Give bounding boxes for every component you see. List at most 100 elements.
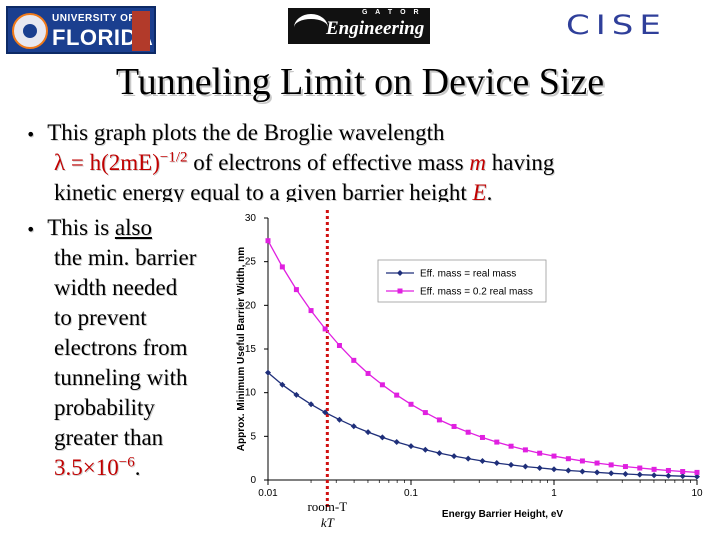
uf-tower-icon <box>132 11 150 51</box>
legend-marker <box>397 288 403 294</box>
data-point <box>293 391 300 398</box>
bullet-2-line7: probability <box>54 395 155 420</box>
data-point <box>508 461 515 468</box>
data-point <box>622 470 629 477</box>
bullet-2-line2: the min. barrier <box>54 245 197 270</box>
data-point <box>479 434 485 440</box>
legend-label: Eff. mass = 0.2 real mass <box>420 287 533 298</box>
data-point <box>322 409 329 416</box>
data-point <box>679 473 686 480</box>
x-tick-label: 0.1 <box>404 488 418 499</box>
data-point <box>608 470 615 477</box>
data-point <box>565 467 572 474</box>
data-point <box>465 455 472 462</box>
data-point <box>379 382 385 388</box>
legend-label: Eff. mass = real mass <box>420 269 516 280</box>
data-point <box>680 469 686 475</box>
bullet-1-line1: This graph plots the de Broglie waveleng… <box>47 120 445 145</box>
bullet-2-line8: greater than <box>54 425 164 450</box>
data-point <box>436 450 443 457</box>
data-point <box>422 446 429 453</box>
data-point <box>279 264 285 270</box>
probability-end: . <box>134 455 141 480</box>
data-point <box>579 468 586 475</box>
data-point <box>336 343 342 349</box>
x-axis-title: Energy Barrier Height, eV <box>442 509 563 520</box>
bullet-1-line3-end: . <box>486 180 493 202</box>
bullet-1: • This graph plots the de Broglie wavele… <box>26 118 445 150</box>
data-point <box>451 453 458 460</box>
uf-logo-line1: UNIVERSITY OF <box>52 13 135 24</box>
data-point <box>365 370 371 376</box>
y-tick-label: 15 <box>245 344 257 355</box>
x-tick-label: 1 <box>551 488 557 499</box>
data-point <box>379 434 386 441</box>
data-point <box>694 473 700 480</box>
room-t-label: room-T <box>307 499 347 514</box>
legend-box <box>377 259 547 303</box>
y-tick-label: 20 <box>245 300 257 311</box>
data-point <box>608 462 614 468</box>
mass-symbol: m <box>469 150 487 175</box>
y-tick-label: 30 <box>245 213 257 224</box>
data-point <box>508 443 514 449</box>
formula-exponent: −1/2 <box>159 149 188 166</box>
data-point <box>594 460 600 466</box>
bullet-2: • This is also <box>26 213 152 245</box>
data-point <box>565 456 571 462</box>
data-point <box>394 392 400 398</box>
engineering-logo: G A T O R Engineering <box>288 8 430 44</box>
data-point <box>308 401 315 408</box>
data-point <box>522 463 529 470</box>
data-point <box>365 429 372 436</box>
data-point <box>665 467 671 473</box>
formula-base: λ = h(2mE) <box>54 150 160 175</box>
y-tick-label: 0 <box>250 475 256 486</box>
data-point <box>479 457 486 464</box>
probability-exponent: −6 <box>118 454 135 471</box>
bullet-dot: • <box>26 220 36 239</box>
data-point <box>408 443 414 450</box>
legend-marker <box>397 270 403 276</box>
data-point <box>694 469 700 475</box>
data-point <box>293 287 299 293</box>
data-point <box>322 326 328 332</box>
data-point <box>537 450 543 456</box>
energy-symbol: E <box>472 180 487 202</box>
probability-value: 3.5×10−6 <box>54 455 135 480</box>
bullet-1-line2-mid: of electrons of effective mass <box>187 150 470 175</box>
data-point <box>594 469 601 476</box>
data-point <box>451 423 457 429</box>
probability-base: 3.5×10 <box>54 455 119 480</box>
chart-svg: 0 5 10 15 20 25 30 0.01 0.1 1 10 Energy Barrier Hei… <box>236 210 703 530</box>
data-point <box>551 453 557 459</box>
data-point <box>637 465 643 471</box>
uf-seal-icon <box>12 13 48 49</box>
bullet-1-line2: λ = h(2mE)−1/2 of electrons of effective… <box>54 148 554 178</box>
also-word: also <box>114 215 152 240</box>
bullet-1-line3-start: kinetic energy equal to a given barrier … <box>54 180 473 202</box>
bullet-dot: • <box>26 125 36 144</box>
data-point <box>336 416 343 423</box>
bullet-2-line1: This is <box>47 215 115 240</box>
data-point <box>651 472 658 479</box>
x-tick-label: 0.01 <box>258 488 278 499</box>
y-tick-label: 5 <box>250 431 256 442</box>
data-point <box>494 439 500 445</box>
data-point <box>536 464 543 471</box>
data-point <box>393 439 400 446</box>
data-point <box>436 417 442 423</box>
room-t-sublabel: kT <box>321 515 335 530</box>
data-point <box>408 401 414 407</box>
data-point <box>551 466 557 473</box>
data-point <box>422 410 428 416</box>
data-point <box>351 357 357 363</box>
bullet-2-line5: electrons from <box>54 335 188 360</box>
bullet-2-line4: to prevent <box>54 305 147 330</box>
data-point <box>279 381 286 388</box>
data-point <box>579 458 585 464</box>
formula: λ = h(2mE)−1/2 <box>54 150 188 175</box>
data-point <box>465 429 471 435</box>
data-point <box>350 423 357 430</box>
data-point <box>265 369 271 376</box>
